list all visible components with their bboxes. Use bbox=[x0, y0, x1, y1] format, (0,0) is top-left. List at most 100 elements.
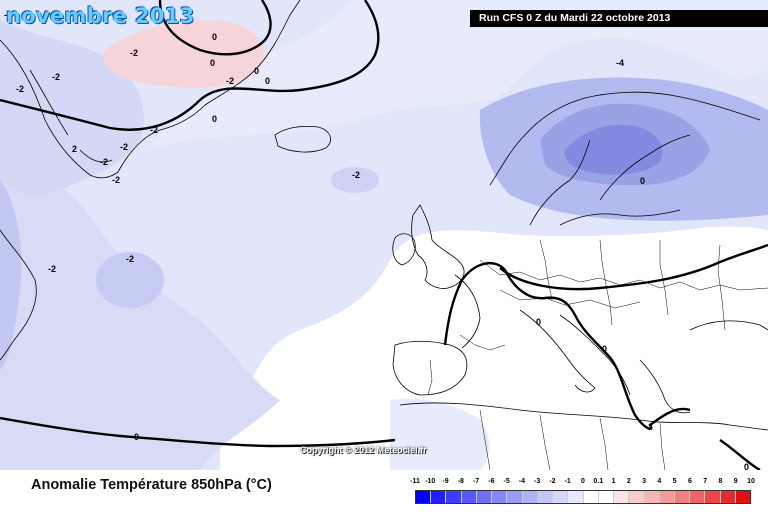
contour-label: 0 bbox=[254, 66, 259, 76]
legend-swatch bbox=[507, 491, 523, 503]
legend-swatch bbox=[476, 491, 493, 503]
contour-label: -4 bbox=[616, 58, 624, 68]
coastline-black-sea bbox=[689, 320, 768, 331]
legend-swatch bbox=[446, 491, 462, 503]
legend-tick-label: 9 bbox=[733, 478, 738, 485]
legend-swatch bbox=[537, 491, 554, 503]
legend-tick-label: -10 bbox=[425, 478, 436, 485]
border-5 bbox=[659, 240, 669, 316]
zero-contour-greenland bbox=[158, 0, 272, 56]
legend-tick-label: -11 bbox=[410, 478, 420, 485]
legend-swatch bbox=[461, 491, 477, 503]
legend-swatch bbox=[690, 491, 706, 503]
legend-tick-label: 4 bbox=[657, 478, 662, 485]
zero-contour-north bbox=[0, 0, 380, 131]
legend-swatch bbox=[553, 491, 569, 503]
legend-swatch bbox=[614, 491, 630, 503]
zero-contour-east bbox=[499, 243, 768, 291]
coastline-iceland bbox=[274, 126, 331, 153]
contour-label: -2 bbox=[16, 84, 24, 94]
legend-tick-label: -5 bbox=[503, 478, 510, 485]
legend-tick-label: -8 bbox=[457, 478, 464, 485]
legend-swatch bbox=[705, 491, 721, 503]
zero-contour-far-east bbox=[719, 439, 761, 472]
legend-swatch bbox=[522, 491, 538, 503]
land-europe bbox=[449, 232, 768, 410]
copyright-notice: Copyright © 2012 Meteociel.fr bbox=[300, 445, 427, 455]
legend-swatch bbox=[644, 491, 660, 503]
border-4 bbox=[599, 239, 613, 326]
legend-swatch bbox=[431, 491, 447, 503]
contour-label: 0 bbox=[212, 32, 217, 42]
contour-label: -2 bbox=[126, 254, 134, 264]
coastline-canada bbox=[0, 229, 37, 361]
coastline-britain bbox=[411, 204, 465, 289]
pos-anomaly-iceland-east bbox=[255, 58, 342, 92]
coastline-france bbox=[454, 274, 481, 349]
legend-swatch bbox=[416, 491, 432, 503]
legend-tick-label: 2 bbox=[626, 478, 631, 485]
legend-tick-label: -7 bbox=[472, 478, 480, 485]
legend-tick-label: 0.1 bbox=[593, 478, 604, 485]
coastline-baltic bbox=[559, 209, 681, 226]
coastline-north-africa bbox=[399, 402, 768, 431]
contour-label: -2 bbox=[52, 72, 60, 82]
coastline-finland bbox=[599, 134, 691, 201]
legend-tick-label: 1 bbox=[611, 478, 616, 485]
legend-tick-label: 5 bbox=[672, 478, 677, 485]
legend-swatch bbox=[735, 491, 751, 503]
legend-swatch bbox=[492, 491, 508, 503]
legend-swatch bbox=[674, 491, 691, 503]
legend-tick-label: -9 bbox=[442, 478, 449, 485]
legend-tick-label: 10 bbox=[747, 478, 755, 485]
contour-label: -2 bbox=[100, 157, 108, 167]
month-title: novembre 2013 bbox=[6, 4, 195, 28]
legend-swatch bbox=[583, 491, 599, 503]
coastline-norway bbox=[489, 91, 761, 186]
neg-anomaly-west-atlantic bbox=[0, 150, 280, 470]
legend-swatch bbox=[720, 491, 736, 503]
zero-contour-south bbox=[0, 416, 396, 448]
contour-label: -2 bbox=[4, 10, 12, 20]
anomaly-map: -2 -2 -2 -2 -2 -2 -2 -2 -2 -2 -2 -2 -4 0… bbox=[0, 0, 768, 472]
legend-tick-label: -3 bbox=[534, 478, 541, 485]
contour-label: 0 bbox=[265, 76, 270, 86]
legend-swatch bbox=[629, 491, 645, 503]
contour-label: 0 bbox=[134, 432, 139, 442]
contour-label: 0 bbox=[210, 58, 215, 68]
neg-anomaly-cell-north-atlantic bbox=[331, 167, 379, 193]
map-variable-title: Anomalie Température 850hPa (°C) bbox=[31, 477, 272, 493]
zero-contour-europe bbox=[443, 261, 691, 431]
contour-label: 0 bbox=[744, 462, 749, 470]
neg-anomaly-cell-mid-atlantic bbox=[96, 252, 164, 308]
color-legend: -11 -10 -9 -8 -7 -6 -5 -4 -3 -2 -1 0 0.1 1 2 3 4 5 6 7 8 9 10 bbox=[410, 478, 755, 508]
coastline-iberia bbox=[392, 340, 468, 396]
border-11 bbox=[659, 422, 666, 471]
legend-ticks: -11 -10 -9 -8 -7 -6 -5 -4 -3 -2 -1 0 0.1 1 2 3 4 5 6 7 8 9 10 bbox=[410, 478, 755, 489]
coastline-greenland bbox=[0, 0, 301, 179]
contour-label: 0 bbox=[640, 176, 645, 186]
border-6 bbox=[717, 244, 726, 331]
legend-swatch bbox=[659, 491, 675, 503]
contour-label: 0 bbox=[602, 344, 607, 354]
contour-label: 0 bbox=[536, 317, 541, 327]
legend-tick-label: -1 bbox=[564, 478, 571, 485]
border-7 bbox=[427, 359, 433, 396]
contour-label: -2 bbox=[48, 264, 56, 274]
border-10 bbox=[599, 417, 609, 471]
legend-tick-label: 6 bbox=[687, 478, 692, 485]
coastline-sweden bbox=[529, 139, 591, 226]
legend-tick-label: 3 bbox=[642, 478, 647, 485]
contour-label: -2 bbox=[150, 125, 158, 135]
contour-label: -2 bbox=[112, 175, 120, 185]
contour-label: -2 bbox=[226, 76, 234, 86]
coastline-ireland bbox=[392, 233, 416, 266]
border-8 bbox=[479, 409, 491, 471]
border-9 bbox=[539, 414, 551, 471]
coastline-adriatic bbox=[559, 314, 631, 396]
coastline-greece bbox=[639, 359, 691, 414]
border-2 bbox=[499, 289, 641, 309]
legend-tick-label: -6 bbox=[488, 478, 495, 485]
legend-swatch bbox=[598, 491, 615, 503]
contour-label: -2 bbox=[120, 142, 128, 152]
